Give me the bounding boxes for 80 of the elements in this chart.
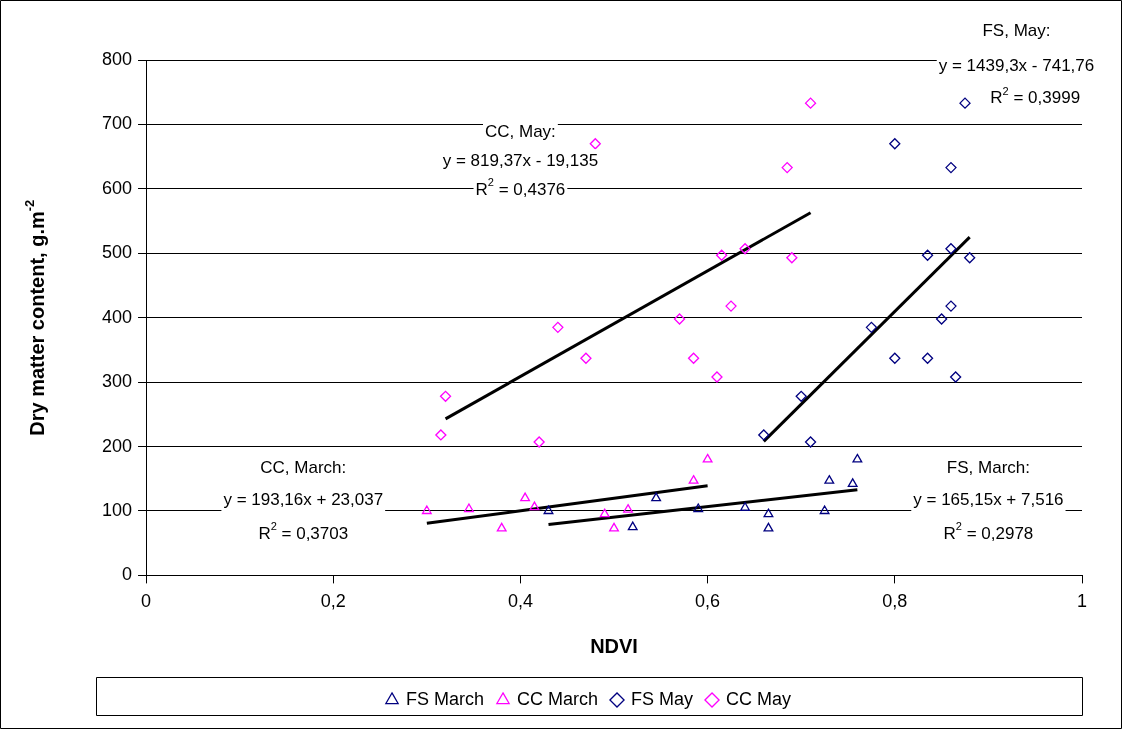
point — [935, 313, 948, 325]
point — [945, 243, 957, 255]
x-tick-label: 0,4 — [507, 591, 533, 612]
point — [627, 521, 638, 531]
point — [921, 352, 934, 364]
point — [945, 300, 957, 312]
point — [599, 508, 610, 518]
x-tick-label: 1 — [1076, 591, 1088, 612]
point — [609, 522, 619, 532]
legend-label: FS May — [631, 688, 694, 709]
text: FS, May: — [982, 20, 1051, 40]
point — [439, 390, 452, 402]
x-tick-label: 0,6 — [695, 591, 721, 612]
point — [739, 243, 751, 255]
point — [865, 321, 878, 334]
point — [847, 478, 858, 488]
annotation: CC, May: — [485, 121, 556, 141]
point — [529, 501, 540, 511]
point — [589, 138, 601, 150]
y-axis-title: Dry matter content, g.m-2 — [21, 199, 48, 436]
y-tick-label: 300 — [101, 371, 133, 392]
point — [781, 161, 793, 174]
point — [921, 249, 934, 261]
point — [435, 429, 447, 441]
legend-label: CC March — [517, 688, 599, 709]
annotation: y = 1439,3x - 741,76 — [938, 56, 1095, 76]
point — [949, 371, 962, 383]
x-tick-label: 0,2 — [320, 591, 346, 612]
y-tick-label: 500 — [101, 242, 133, 263]
y-tick-label: 0 — [122, 564, 133, 585]
point — [804, 436, 817, 448]
point — [763, 522, 774, 532]
point — [623, 504, 634, 513]
point — [716, 249, 728, 261]
point — [421, 505, 432, 515]
point — [725, 300, 737, 312]
point — [889, 138, 901, 150]
y-tick-label: 800 — [101, 48, 133, 69]
point — [693, 503, 704, 513]
annotation: y = 165,15x + 7,516 — [913, 489, 1064, 509]
point — [463, 503, 474, 513]
point — [945, 161, 957, 174]
point — [711, 371, 723, 383]
annotation: CC, March: — [260, 458, 347, 478]
point — [763, 508, 774, 518]
y-tick-label: 600 — [101, 177, 133, 198]
y-tick-label: 400 — [101, 306, 133, 327]
point — [804, 97, 817, 109]
point — [852, 453, 863, 463]
point — [786, 252, 798, 264]
point — [651, 492, 662, 502]
point — [688, 475, 699, 484]
y-tick-label: 700 — [101, 113, 133, 134]
point — [543, 505, 554, 515]
y-tick-label: 100 — [101, 499, 133, 520]
y-tick-label: 200 — [101, 435, 133, 456]
point — [758, 429, 770, 441]
point — [889, 352, 901, 364]
point — [959, 97, 971, 109]
point — [740, 502, 751, 511]
point — [819, 505, 830, 515]
x-tick-label: 0 — [141, 591, 152, 612]
point — [496, 522, 507, 532]
point — [533, 436, 545, 448]
point — [795, 390, 807, 402]
point — [673, 313, 686, 325]
point — [702, 453, 713, 463]
point — [520, 492, 531, 502]
point — [552, 321, 564, 334]
legend-label: FS March — [405, 688, 484, 709]
annotation: y = 819,37x - 19,135 — [442, 150, 599, 170]
x-axis-title: NDVI — [590, 634, 638, 657]
point — [580, 352, 592, 364]
annotation: y = 193,16x + 23,037 — [223, 489, 384, 509]
point — [964, 252, 976, 264]
legend-label: CC May — [726, 688, 792, 709]
point — [824, 475, 835, 484]
annotation: FS, March: — [946, 458, 1030, 478]
point — [687, 352, 700, 364]
x-tick-label: 0,8 — [882, 591, 908, 612]
